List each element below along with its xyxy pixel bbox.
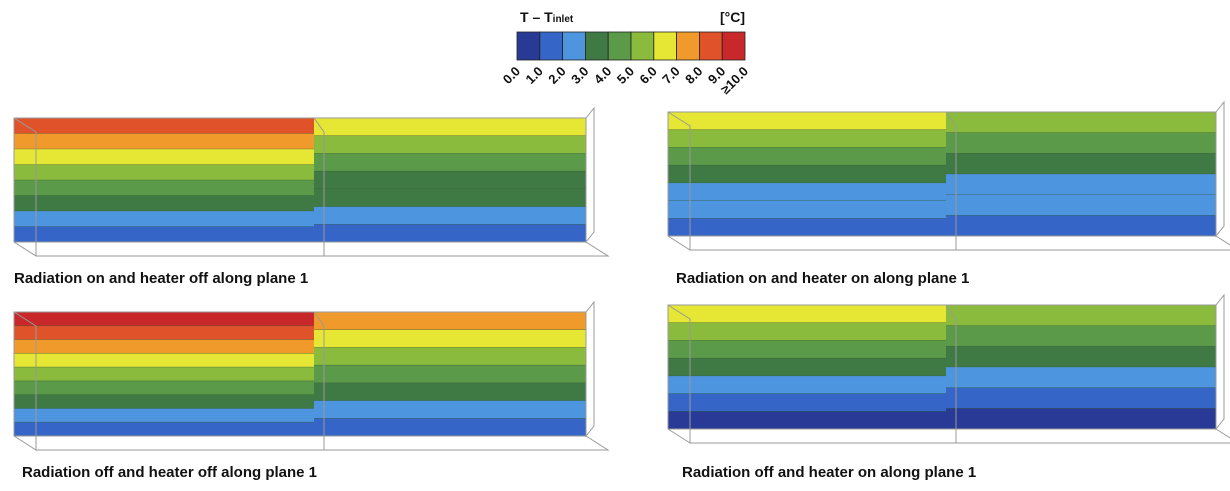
colorbar-swatch: [607, 31, 632, 61]
panels: Radiation on and heater off along plane …: [13, 100, 1230, 481]
contour-band: [14, 164, 314, 181]
contour-band: [314, 382, 586, 402]
contour-band: [668, 375, 946, 395]
colorbar-label: 3.0: [568, 64, 591, 87]
legend-title-main: T – T: [520, 9, 553, 25]
colorbar-swatch: [539, 31, 563, 61]
contour-band: [668, 305, 946, 324]
colorbar-swatch: [721, 31, 746, 61]
contour-band: [14, 422, 314, 437]
contour-band: [14, 211, 314, 227]
colorbar-swatch: [653, 31, 677, 61]
contour-band: [668, 182, 946, 202]
contour-panel: [13, 300, 610, 451]
contour-band: [946, 305, 1216, 327]
contour-band: [668, 358, 946, 377]
contour-band: [668, 200, 946, 219]
contour-band: [314, 118, 586, 137]
contour-panel: [13, 106, 610, 257]
contour-band: [314, 329, 586, 348]
colorbar-swatch: [699, 31, 723, 61]
contour-band: [14, 118, 314, 134]
contour-band: [668, 129, 946, 148]
contour-band: [314, 347, 586, 366]
contour-band: [14, 149, 314, 165]
contour-band: [314, 418, 586, 437]
legend-title-sub: inlet: [553, 14, 574, 25]
contour-band: [946, 174, 1216, 196]
contour-band: [668, 218, 946, 237]
colorbar-swatch: [676, 31, 700, 61]
contour-panel: [667, 100, 1230, 251]
contour-band: [14, 195, 314, 212]
contour-band: [668, 322, 946, 341]
contour-band: [14, 380, 314, 396]
colorbar-label: 6.0: [637, 64, 660, 87]
contour-band: [14, 394, 314, 409]
contour-band: [314, 135, 586, 154]
panel-caption: Radiation off and heater on along plane …: [682, 464, 976, 481]
contour-band: [946, 387, 1216, 409]
contour-band: [14, 325, 314, 341]
contour-band: [314, 365, 586, 384]
colorbar-label: 2.0: [545, 64, 568, 87]
contour-band: [946, 194, 1216, 216]
colorbar-label: 1.0: [523, 64, 546, 87]
legend-title: T – Tinlet: [520, 9, 574, 25]
contour-band: [668, 393, 946, 412]
contour-band: [14, 367, 314, 382]
panel-caption: Radiation on and heater off along plane …: [14, 270, 308, 287]
contour-panel: [667, 293, 1230, 444]
contour-band: [14, 180, 314, 196]
contour-band: [668, 340, 946, 359]
contour-band: [668, 165, 946, 184]
contour-band: [946, 325, 1216, 347]
colorbar-label: 7.0: [659, 64, 682, 87]
contour-band: [314, 188, 586, 208]
colorbar-swatch: [516, 31, 541, 61]
panel-wireframe: [13, 106, 610, 257]
legend-unit: [°C]: [720, 9, 745, 25]
panel-caption: Radiation off and heater off along plane…: [22, 464, 317, 481]
panel-wireframe: [13, 300, 610, 451]
contour-band: [946, 153, 1216, 175]
contour-band: [14, 226, 314, 243]
colorbar-label: 4.0: [591, 64, 614, 87]
contour-band: [946, 367, 1216, 389]
colorbar-swatch: [562, 31, 586, 61]
contour-band: [14, 353, 314, 368]
contour-band: [668, 112, 946, 131]
contour-band: [668, 147, 946, 166]
contour-band: [314, 224, 586, 243]
contour-band: [314, 206, 586, 225]
colorbar: 0.0 1.0 2.0 3.0 4.0 5.0 6.0 7.0 8.0 9.0≥10.0: [500, 31, 751, 97]
contour-band: [946, 346, 1216, 368]
contour-band: [946, 408, 1216, 430]
panel-caption: Radiation on and heater on along plane 1: [676, 270, 969, 287]
contour-band: [14, 133, 314, 150]
contour-band: [314, 312, 586, 331]
colorbar-label: 5.0: [614, 64, 637, 87]
contour-band: [314, 153, 586, 172]
colorbar-swatch: [585, 31, 609, 61]
contour-band: [314, 400, 586, 419]
contour-band: [14, 312, 314, 327]
contour-band: [668, 411, 946, 430]
contour-band: [14, 339, 314, 354]
panel-wireframe: [667, 100, 1230, 251]
contour-band: [946, 132, 1216, 154]
colorbar-swatch: [630, 31, 655, 61]
contour-band: [946, 112, 1216, 134]
colorbar-label: 8.0: [682, 64, 705, 87]
colorbar-label: 0.0: [500, 64, 523, 87]
contour-band: [946, 215, 1216, 237]
panel-wireframe: [667, 293, 1230, 444]
contour-band: [14, 408, 314, 423]
contour-band: [314, 171, 586, 190]
